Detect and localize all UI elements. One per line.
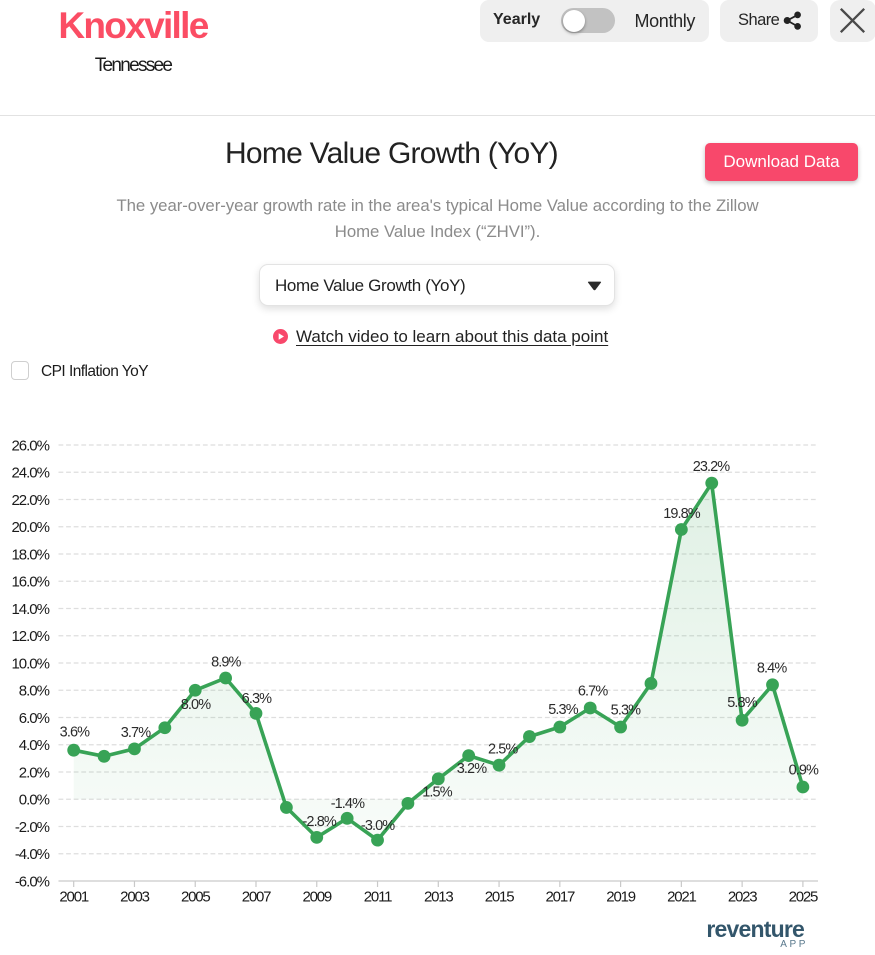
svg-text:2013: 2013 (424, 889, 453, 906)
svg-text:3.6%: 3.6% (60, 725, 90, 741)
svg-text:8.0%: 8.0% (181, 697, 211, 713)
svg-text:5.8%: 5.8% (727, 695, 757, 711)
svg-text:2007: 2007 (242, 889, 271, 906)
svg-text:-1.4%: -1.4% (331, 796, 365, 812)
svg-text:5.3%: 5.3% (611, 702, 641, 718)
svg-text:2017: 2017 (546, 889, 575, 906)
svg-text:2021: 2021 (667, 889, 696, 906)
svg-text:26.0%: 26.0% (11, 437, 49, 454)
svg-text:8.0%: 8.0% (19, 683, 50, 700)
svg-text:2025: 2025 (789, 889, 818, 906)
svg-text:4.0%: 4.0% (19, 737, 50, 754)
svg-text:-2.8%: -2.8% (303, 814, 337, 830)
svg-text:2019: 2019 (606, 889, 635, 906)
svg-text:1.5%: 1.5% (422, 785, 452, 801)
svg-text:8.4%: 8.4% (757, 660, 787, 676)
svg-text:24.0%: 24.0% (11, 465, 49, 482)
svg-text:2009: 2009 (302, 889, 331, 906)
svg-text:18.0%: 18.0% (11, 546, 49, 563)
svg-text:8.9%: 8.9% (211, 655, 241, 671)
svg-text:3.7%: 3.7% (121, 725, 151, 741)
svg-text:10.0%: 10.0% (11, 655, 49, 672)
svg-text:-2.0%: -2.0% (15, 819, 50, 836)
svg-text:2015: 2015 (485, 889, 514, 906)
svg-text:19.8%: 19.8% (663, 506, 701, 522)
svg-text:2003: 2003 (120, 889, 149, 906)
svg-text:3.2%: 3.2% (457, 761, 487, 777)
svg-text:2001: 2001 (59, 889, 88, 906)
svg-text:0.9%: 0.9% (789, 763, 819, 779)
svg-text:2.0%: 2.0% (19, 764, 50, 781)
svg-text:14.0%: 14.0% (11, 601, 49, 618)
svg-text:2005: 2005 (181, 889, 210, 906)
svg-text:6.7%: 6.7% (578, 684, 608, 700)
svg-text:2011: 2011 (364, 889, 392, 906)
svg-text:5.3%: 5.3% (548, 702, 578, 718)
svg-text:6.3%: 6.3% (242, 691, 272, 707)
svg-text:20.0%: 20.0% (11, 519, 49, 536)
svg-text:2023: 2023 (728, 889, 757, 906)
svg-text:16.0%: 16.0% (11, 574, 49, 591)
svg-text:-4.0%: -4.0% (15, 846, 50, 863)
svg-text:-3.0%: -3.0% (361, 818, 395, 834)
svg-text:0.0%: 0.0% (19, 792, 50, 809)
svg-text:-6.0%: -6.0% (15, 873, 50, 890)
svg-text:6.0%: 6.0% (19, 710, 50, 727)
svg-text:12.0%: 12.0% (11, 628, 49, 645)
svg-text:22.0%: 22.0% (11, 492, 49, 509)
svg-text:23.2%: 23.2% (693, 459, 731, 475)
svg-text:2.5%: 2.5% (488, 742, 518, 758)
